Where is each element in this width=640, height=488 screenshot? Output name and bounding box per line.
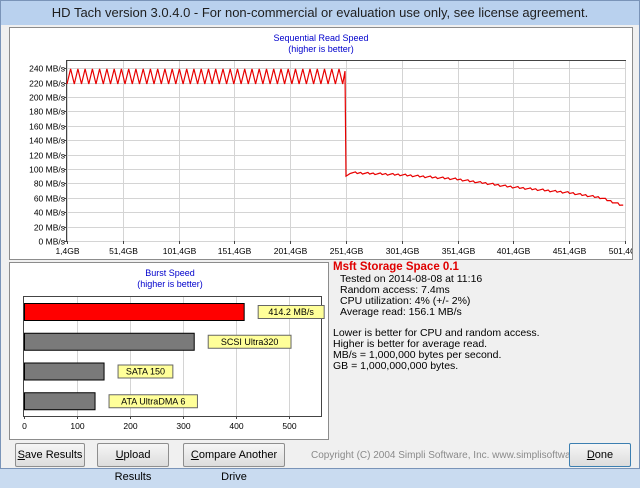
- read-ytick-label: 160 MB/s: [29, 122, 65, 132]
- burst-bar-label-box: [108, 394, 198, 409]
- compare-drive-mnemonic: C: [190, 449, 199, 461]
- upload-results-button[interactable]: Upload Results: [97, 443, 169, 483]
- read-ytick-label: 140 MB/s: [29, 136, 65, 146]
- read-xtick-label: 451,4GB: [553, 246, 587, 256]
- read-chart: Sequential Read Speed (higher is better)…: [29, 33, 632, 256]
- burst-bar-reference: [24, 332, 195, 351]
- done-label: one: [594, 449, 614, 461]
- compare-another-drive-button[interactable]: Compare Another Drive: [183, 443, 285, 483]
- read-ytick-label: 60 MB/s: [34, 194, 65, 204]
- burst-chart-panel: Burst Speed (higher is better) 414.2 MB/…: [9, 262, 329, 440]
- save-results-mnemonic: S: [17, 449, 25, 461]
- read-chart-panel: Sequential Read Speed (higher is better)…: [9, 27, 633, 260]
- burst-bar-label: SATA 150: [126, 367, 165, 377]
- burst-bar-label-box: [117, 364, 174, 379]
- burst-bar-label: SCSI Ultra320: [221, 337, 279, 347]
- read-ytick-label: 240 MB/s: [29, 64, 65, 74]
- read-speed-line: [66, 68, 624, 206]
- burst-chart-title: Burst Speed: [145, 268, 195, 278]
- read-xtick-label: 501,4GB: [609, 246, 632, 256]
- read-chart-title: Sequential Read Speed: [273, 33, 368, 43]
- note-mbs-definition: MB/s = 1,000,000 bytes per second.: [333, 349, 502, 361]
- burst-bar-label-box: [257, 305, 325, 319]
- read-xtick-label: 251,4GB: [330, 246, 364, 256]
- burst-bar-reference: [24, 362, 105, 381]
- burst-xtick-label: 0: [22, 421, 27, 431]
- save-results-label: ave Results: [24, 449, 83, 461]
- read-xtick-label: 51,4GB: [109, 246, 138, 256]
- burst-xtick-label: 300: [176, 421, 190, 431]
- burst-xtick-label: 400: [229, 421, 243, 431]
- save-results-button[interactable]: Save Results: [15, 443, 85, 467]
- average-read-text: Average read: 156.1 MB/s: [340, 306, 462, 318]
- read-ytick-label: 200 MB/s: [29, 93, 65, 103]
- note-gb-definition: GB = 1,000,000,000 bytes.: [333, 360, 459, 372]
- burst-bar-label-box: [207, 334, 292, 349]
- burst-xtick-label: 500: [282, 421, 296, 431]
- read-ytick-label: 0 MB/s: [39, 237, 65, 247]
- read-ytick-label: 220 MB/s: [29, 79, 65, 89]
- read-ytick-label: 180 MB/s: [29, 107, 65, 117]
- burst-bar-label: ATA UltraDMA 6: [121, 396, 185, 406]
- read-ytick-label: 100 MB/s: [29, 165, 65, 175]
- read-xtick-label: 151,4GB: [218, 246, 252, 256]
- burst-xtick-label: 200: [123, 421, 137, 431]
- read-ytick-label: 120 MB/s: [29, 151, 65, 161]
- done-button[interactable]: Done: [569, 443, 631, 467]
- title-bar[interactable]: HD Tach version 3.0.4.0 - For non-commer…: [1, 1, 639, 25]
- done-mnemonic: D: [586, 449, 595, 461]
- read-xtick-label: 101,4GB: [163, 246, 197, 256]
- drive-name: Msft Storage Space 0.1: [333, 261, 459, 273]
- burst-bar-reference: [24, 392, 96, 411]
- window-title: HD Tach version 3.0.4.0 - For non-commer…: [51, 5, 589, 20]
- read-ytick-label: 20 MB/s: [34, 223, 65, 233]
- read-xtick-label: 401,4GB: [497, 246, 531, 256]
- read-xtick-label: 201,4GB: [274, 246, 308, 256]
- tested-on-text: Tested on 2014-08-08 at 11:16: [340, 273, 483, 285]
- read-xtick-label: 301,4GB: [386, 246, 420, 256]
- read-xtick-label: 351,4GB: [442, 246, 476, 256]
- cpu-utilization-text: CPU utilization: 4% (+/- 2%): [340, 295, 471, 307]
- burst-xtick-label: 100: [70, 421, 84, 431]
- read-ytick-label: 40 MB/s: [34, 208, 65, 218]
- note-higher-better: Higher is better for average read.: [333, 338, 488, 350]
- burst-bar-current: [24, 303, 245, 321]
- compare-drive-label: ompare Another Drive: [198, 449, 278, 483]
- read-chart-subtitle: (higher is better): [288, 44, 354, 54]
- burst-chart-subtitle: (higher is better): [137, 279, 203, 289]
- drive-info-panel: Msft Storage Space 0.1 Tested on 2014-08…: [333, 261, 629, 432]
- read-xtick-label: 1,4GB: [55, 246, 79, 256]
- burst-chart: Burst Speed (higher is better) 414.2 MB/…: [22, 268, 325, 431]
- read-ytick-label: 80 MB/s: [34, 179, 65, 189]
- note-lower-better: Lower is better for CPU and random acces…: [333, 327, 540, 339]
- copyright-text: Copyright (C) 2004 Simpli Software, Inc.…: [311, 450, 602, 461]
- upload-results-mnemonic: U: [115, 449, 124, 461]
- random-access-text: Random access: 7.4ms: [340, 284, 450, 296]
- burst-bar-label: 414.2 MB/s: [268, 307, 314, 317]
